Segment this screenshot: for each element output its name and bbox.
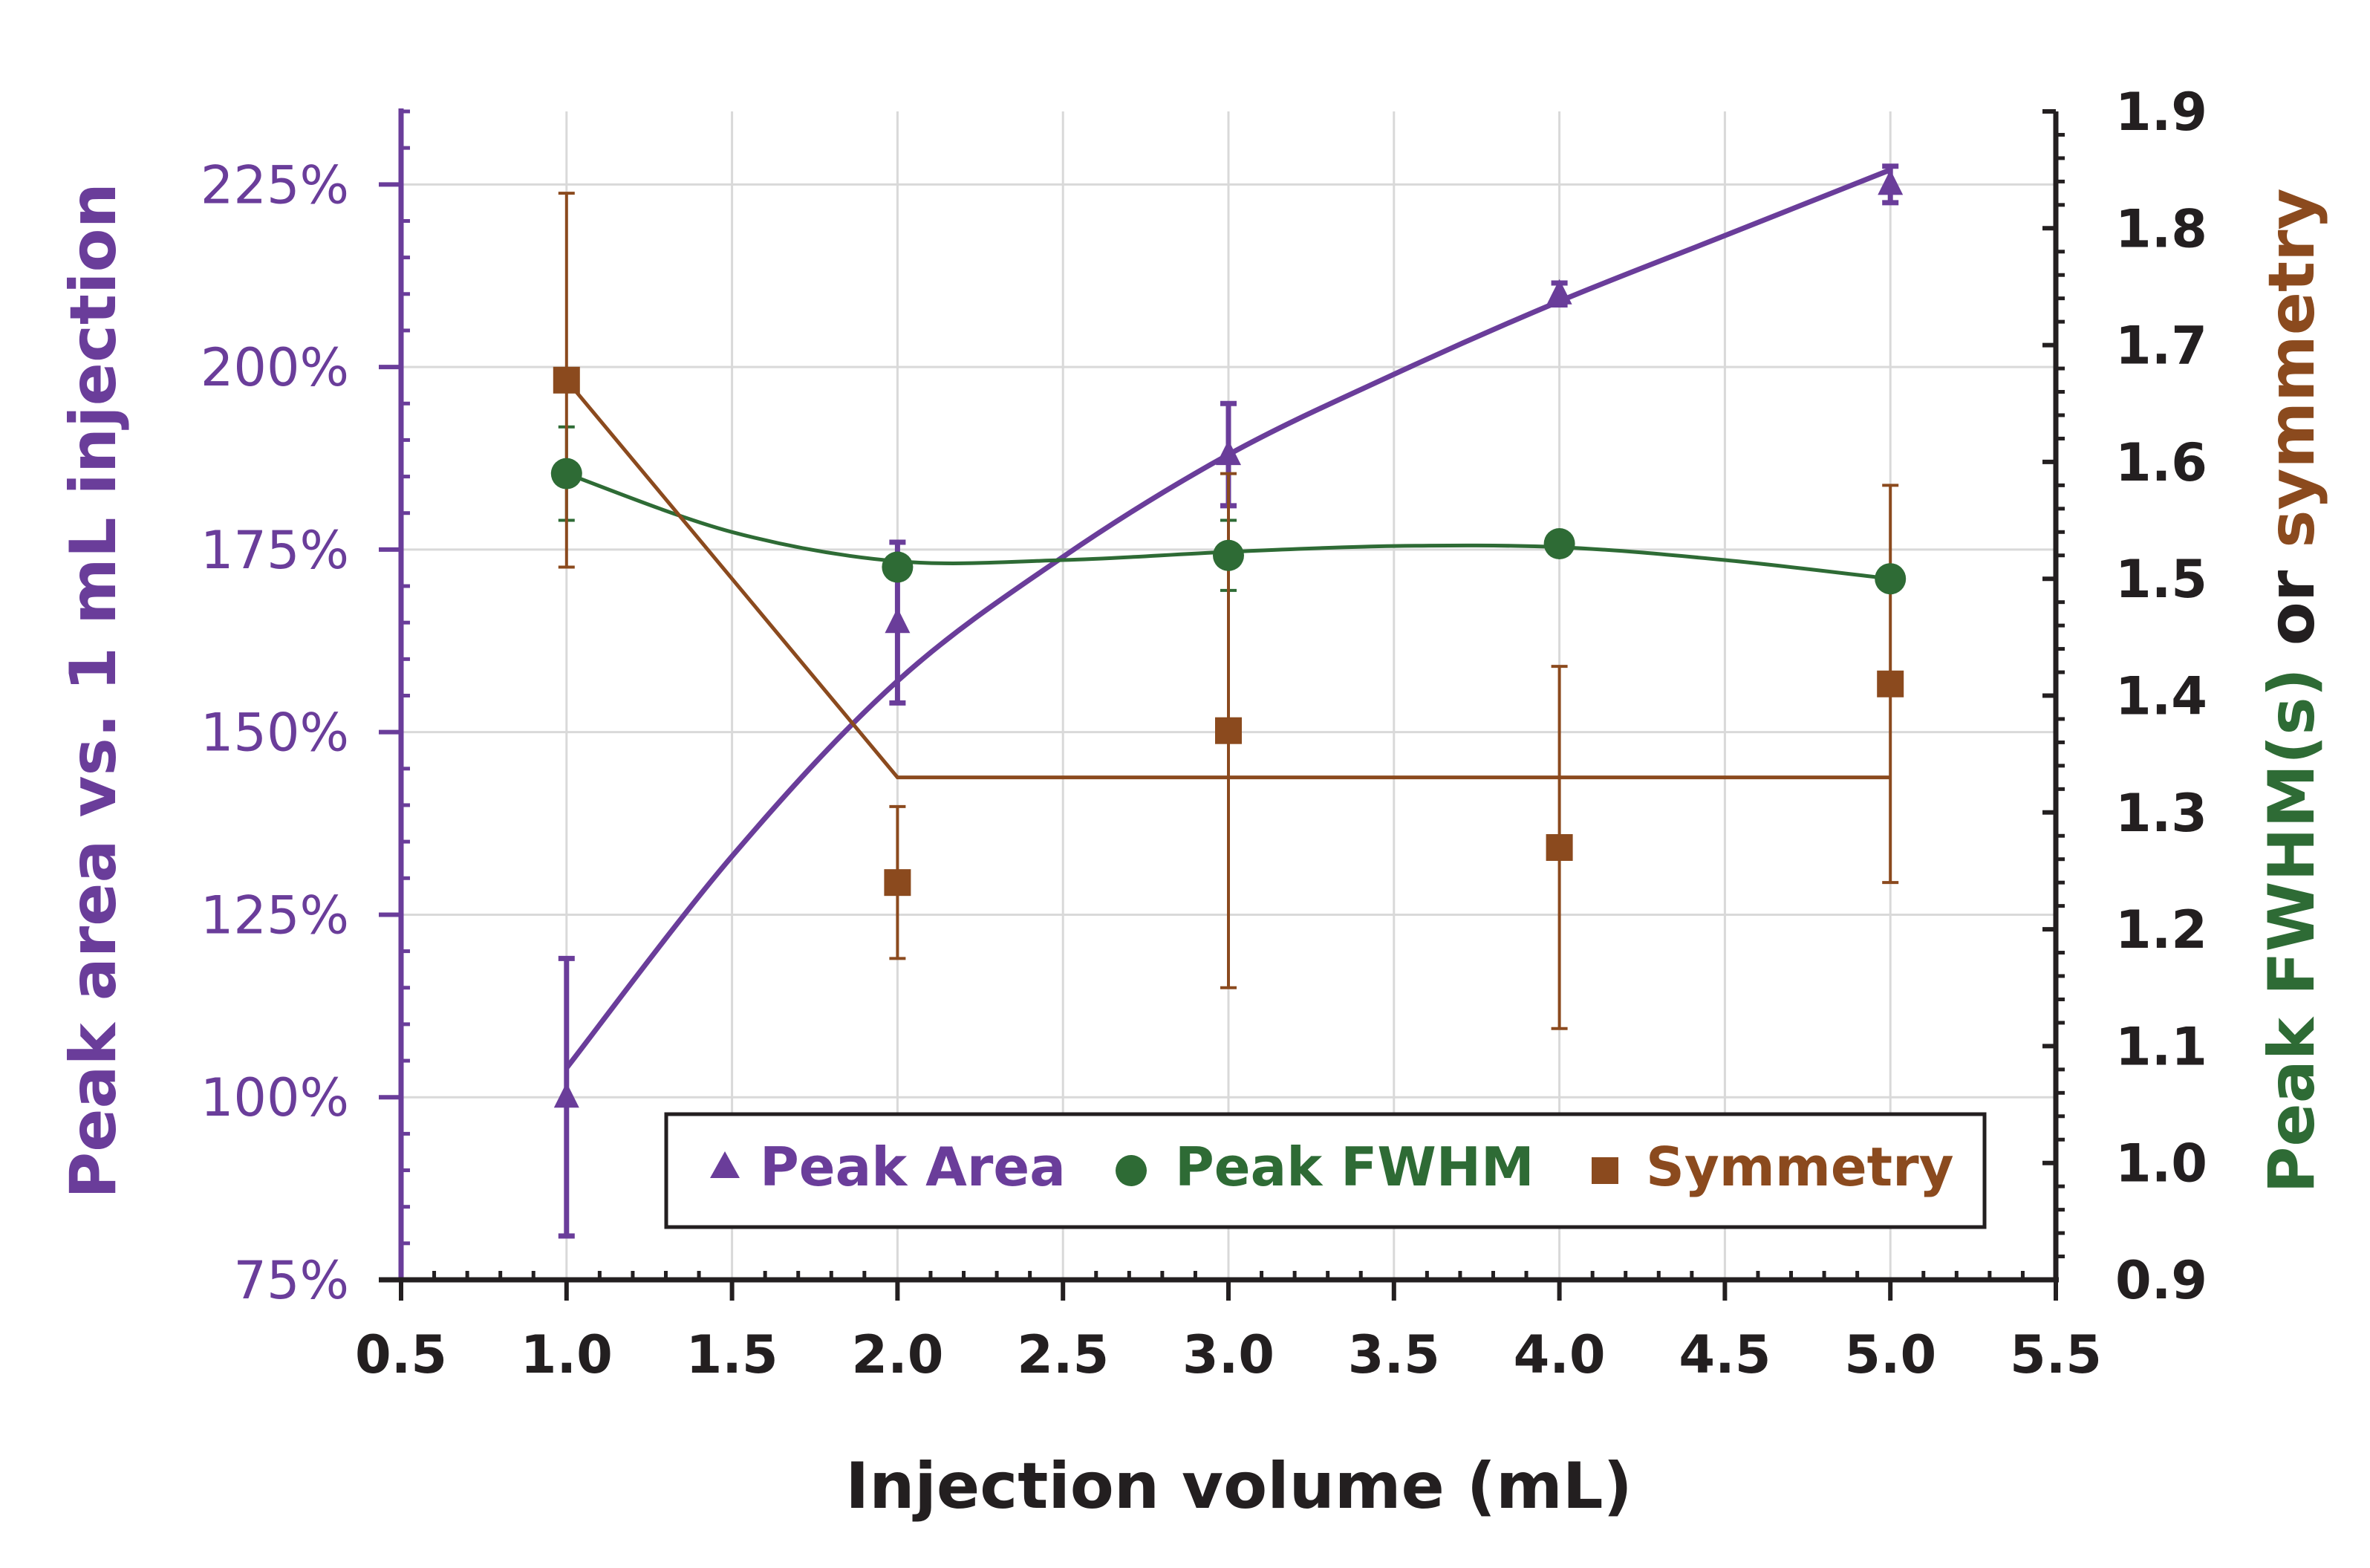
tick-labels: 75% 100% 125% 150% 175% 200% 225% 0.9 1.0 1.1 1.2 1…	[201, 82, 2207, 1385]
point-peak-area-3	[1216, 440, 1241, 466]
x-tick-label: 3.0	[1182, 1324, 1274, 1385]
point-peak-area-5	[1878, 169, 1904, 195]
legend: Peak Area Peak FWHM Symmetry	[664, 1112, 1987, 1229]
y-left-tick-label: 175%	[201, 520, 349, 581]
point-peak-fwhm-1	[550, 458, 582, 489]
y-right-tick-label: 1.7	[2115, 316, 2207, 377]
point-symmetry-2	[884, 869, 911, 897]
x-tick-label: 4.0	[1514, 1324, 1606, 1385]
point-peak-fwhm-4	[1543, 528, 1575, 560]
x-tick-label: 3.5	[1348, 1324, 1440, 1385]
legend-peak-area-marker	[710, 1151, 740, 1178]
y-right-tick-label: 1.6	[2115, 432, 2207, 493]
y-right-tick-label: 1.5	[2115, 549, 2207, 610]
right-axis-title-or: or	[2255, 548, 2329, 668]
right-axis-title: Peak FWHM(s) or symmetry	[2255, 188, 2329, 1193]
y-right-tick-label: 1.1	[2115, 1016, 2207, 1077]
point-peak-fwhm-5	[1875, 563, 1907, 595]
fit-line-peak-area	[564, 167, 1892, 1070]
point-symmetry-4	[1546, 833, 1573, 861]
point-symmetry-3	[1215, 717, 1242, 744]
y-left-tick-label: 150%	[201, 703, 349, 764]
point-peak-area-1	[553, 1082, 579, 1108]
legend-symmetry-label: Symmetry	[1646, 1136, 1954, 1198]
y-left-tick-label: 75%	[233, 1250, 349, 1311]
y-left-tick-label: 200%	[201, 337, 349, 398]
point-peak-area-2	[885, 608, 911, 634]
point-peak-fwhm-3	[1213, 539, 1244, 571]
x-tick-label: 0.5	[355, 1324, 447, 1385]
x-tick-label: 4.5	[1679, 1324, 1771, 1385]
right-axis-title-symmetry: symmetry	[2255, 188, 2329, 547]
x-tick-label: 1.0	[521, 1324, 613, 1385]
y-right-tick-label: 1.2	[2115, 900, 2207, 960]
x-tick-label: 5.0	[1844, 1324, 1936, 1385]
point-symmetry-5	[1877, 670, 1904, 697]
point-peak-area-4	[1546, 279, 1572, 305]
x-axis-title: Injection volume (mL)	[845, 1449, 1632, 1523]
legend-peak-area-label: Peak Area	[760, 1136, 1066, 1198]
point-symmetry-1	[553, 366, 580, 394]
x-tick-label: 5.5	[2010, 1324, 2102, 1385]
y-left-tick-label: 100%	[201, 1067, 349, 1128]
axes	[379, 108, 2065, 1301]
y-left-tick-label: 225%	[201, 154, 349, 215]
x-tick-label: 2.0	[851, 1324, 943, 1385]
legend-peak-fwhm-marker	[1116, 1155, 1147, 1186]
y-right-tick-label: 1.3	[2115, 783, 2207, 844]
y-left-tick-label: 125%	[201, 885, 349, 946]
y-right-tick-label: 0.9	[2115, 1250, 2207, 1311]
y-right-tick-label: 1.0	[2115, 1133, 2207, 1194]
left-axis-title: Peak area vs. 1 mL injection	[56, 183, 131, 1199]
legend-peak-fwhm-label: Peak FWHM	[1175, 1136, 1534, 1198]
point-peak-fwhm-2	[882, 551, 914, 583]
y-right-tick-label: 1.8	[2115, 198, 2207, 259]
data-markers	[550, 169, 1907, 1108]
legend-box	[664, 1112, 1987, 1229]
y-right-tick-label: 1.9	[2115, 82, 2207, 143]
legend-symmetry-marker	[1592, 1157, 1618, 1184]
y-right-tick-label: 1.4	[2115, 666, 2207, 727]
right-axis-title-fwhm: Peak FWHM(s)	[2255, 668, 2329, 1193]
x-tick-label: 2.5	[1017, 1324, 1109, 1385]
x-tick-label: 1.5	[686, 1324, 778, 1385]
